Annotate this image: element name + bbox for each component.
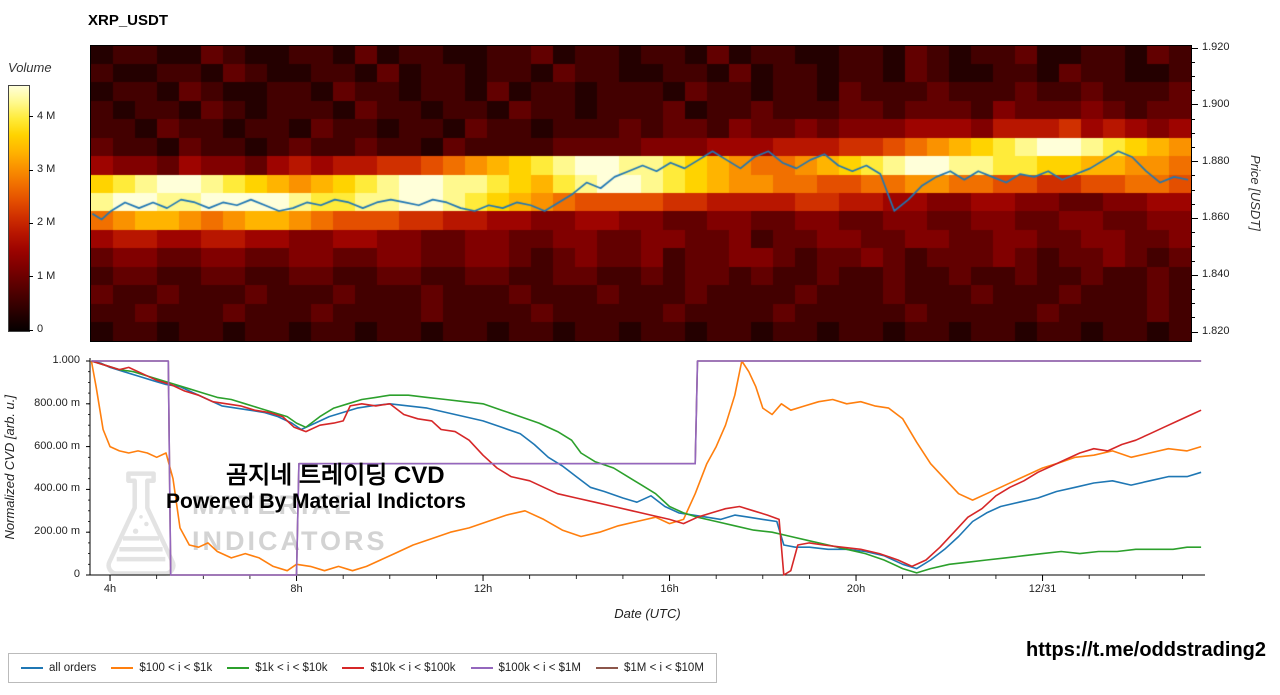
price-tick bbox=[1192, 104, 1198, 106]
legend-item: $1M < i < $10M bbox=[596, 662, 704, 674]
x-tick-label: 16h bbox=[660, 583, 679, 595]
price-minor-tick bbox=[1192, 288, 1195, 290]
colorbar-tick bbox=[29, 169, 33, 171]
price-axis-label-wrap: Price [USDT] bbox=[1248, 45, 1263, 340]
watermark-korean: 곰지네 트레이딩 CVD bbox=[226, 462, 445, 489]
colorbar-tick-label: 3 M bbox=[37, 163, 56, 176]
chart-title: XRP_USDT bbox=[88, 12, 169, 29]
legend-item: $100 < i < $1k bbox=[111, 662, 212, 674]
price-tick bbox=[1192, 47, 1198, 49]
legend-item-label: $1k < i < $10k bbox=[255, 662, 328, 674]
price-minor-tick bbox=[1192, 317, 1195, 319]
legend-item-label: $1M < i < $10M bbox=[624, 662, 704, 674]
price-tick bbox=[1192, 331, 1198, 333]
colorbar-tick bbox=[29, 276, 33, 278]
telegram-url: https://t.me/oddstrading2 bbox=[1026, 639, 1266, 661]
logo-text-line2: INDICATORS bbox=[192, 526, 388, 556]
price-minor-tick bbox=[1192, 175, 1195, 177]
y-tick-label: 600.00 m bbox=[34, 439, 80, 452]
cvd-line-chart bbox=[86, 358, 1205, 581]
x-tick-label: 8h bbox=[290, 583, 303, 595]
legend-line-swatch bbox=[342, 667, 365, 669]
y-tick-label: 1.000 bbox=[52, 354, 80, 366]
x-tick-label: 12h bbox=[473, 583, 493, 595]
cvd-series-line bbox=[90, 360, 1202, 572]
price-minor-tick bbox=[1192, 189, 1195, 191]
y-axis-label: Normalized CVD [arb. u.] bbox=[2, 395, 17, 540]
x-tick-label: 4h bbox=[103, 583, 117, 595]
cvd-series-line bbox=[91, 360, 1202, 570]
logo-text-line1: MATERIAL bbox=[192, 490, 354, 520]
y-tick-label: 400.00 m bbox=[34, 482, 80, 495]
x-tick-label: 12/31 bbox=[1028, 583, 1057, 595]
colorbar-tick-label: 0 bbox=[37, 323, 44, 335]
colorbar-tick-label: 1 M bbox=[37, 269, 56, 282]
volume-price-heatmap bbox=[90, 45, 1192, 342]
colorbar-tick bbox=[29, 222, 33, 224]
price-tick-label: 1.920 bbox=[1202, 41, 1230, 54]
price-minor-tick bbox=[1192, 232, 1195, 234]
legend-item-label: all orders bbox=[49, 662, 97, 674]
legend-item: $1k < i < $10k bbox=[227, 662, 327, 674]
watermark-powered-by: Powered By Material Indictors bbox=[166, 490, 466, 513]
price-tick-label: 1.820 bbox=[1202, 325, 1230, 338]
legend-item-label: $100 < i < $1k bbox=[139, 662, 213, 674]
x-tick-label: 20h bbox=[846, 583, 866, 595]
y-axis-label-wrap: Normalized CVD [arb. u.] bbox=[2, 360, 17, 575]
legend-item: all orders bbox=[21, 662, 96, 674]
legend-line-swatch bbox=[227, 667, 250, 669]
price-minor-tick bbox=[1192, 132, 1195, 134]
x-axis-label: Date (UTC) bbox=[614, 606, 681, 621]
legend-item-label: $100k < i < $1M bbox=[498, 662, 581, 674]
legend-item: $100k < i < $1M bbox=[470, 662, 581, 674]
y-tick-label: 200.00 m bbox=[34, 525, 80, 538]
legend-line-swatch bbox=[21, 667, 43, 669]
cvd-series-line bbox=[91, 360, 1202, 574]
price-minor-tick bbox=[1192, 303, 1195, 305]
price-minor-tick bbox=[1192, 90, 1195, 92]
price-tick-label: 1.900 bbox=[1202, 97, 1230, 110]
price-tick-label: 1.880 bbox=[1202, 154, 1230, 167]
cvd-series-line bbox=[91, 360, 1202, 576]
colorbar-title: Volume bbox=[8, 60, 52, 75]
material-indicators-flask-icon bbox=[106, 471, 176, 576]
price-minor-tick bbox=[1192, 61, 1195, 63]
legend-line-swatch bbox=[470, 667, 493, 669]
price-tick bbox=[1192, 161, 1198, 163]
colorbar-tick-label: 4 M bbox=[37, 109, 56, 122]
price-minor-tick bbox=[1192, 246, 1195, 248]
price-minor-tick bbox=[1192, 260, 1195, 262]
price-tick-label: 1.840 bbox=[1202, 268, 1230, 281]
price-tick bbox=[1192, 217, 1198, 219]
legend-line-swatch bbox=[596, 667, 618, 669]
colorbar-tick-label: 2 M bbox=[37, 216, 56, 229]
volume-colorbar bbox=[8, 85, 30, 332]
y-tick-label: 800.00 m bbox=[34, 396, 80, 409]
colorbar-tick bbox=[29, 329, 33, 331]
colorbar-tick bbox=[29, 116, 33, 118]
price-minor-tick bbox=[1192, 146, 1195, 148]
legend-item-label: $10k < i < $100k bbox=[370, 662, 456, 674]
price-axis-label: Price [USDT] bbox=[1248, 154, 1263, 231]
legend-item: $10k < i < $100k bbox=[342, 662, 456, 674]
price-minor-tick bbox=[1192, 203, 1195, 205]
y-tick-label: 0 bbox=[73, 568, 80, 580]
cvd-series-line bbox=[91, 360, 1202, 576]
price-tick bbox=[1192, 274, 1198, 276]
price-minor-tick bbox=[1192, 76, 1195, 78]
price-tick-label: 1.860 bbox=[1202, 211, 1230, 224]
chart-legend: all orders $100 < i < $1k $1k < i < $10k $1… bbox=[8, 653, 717, 683]
price-minor-tick bbox=[1192, 118, 1195, 120]
legend-line-swatch bbox=[111, 667, 134, 669]
